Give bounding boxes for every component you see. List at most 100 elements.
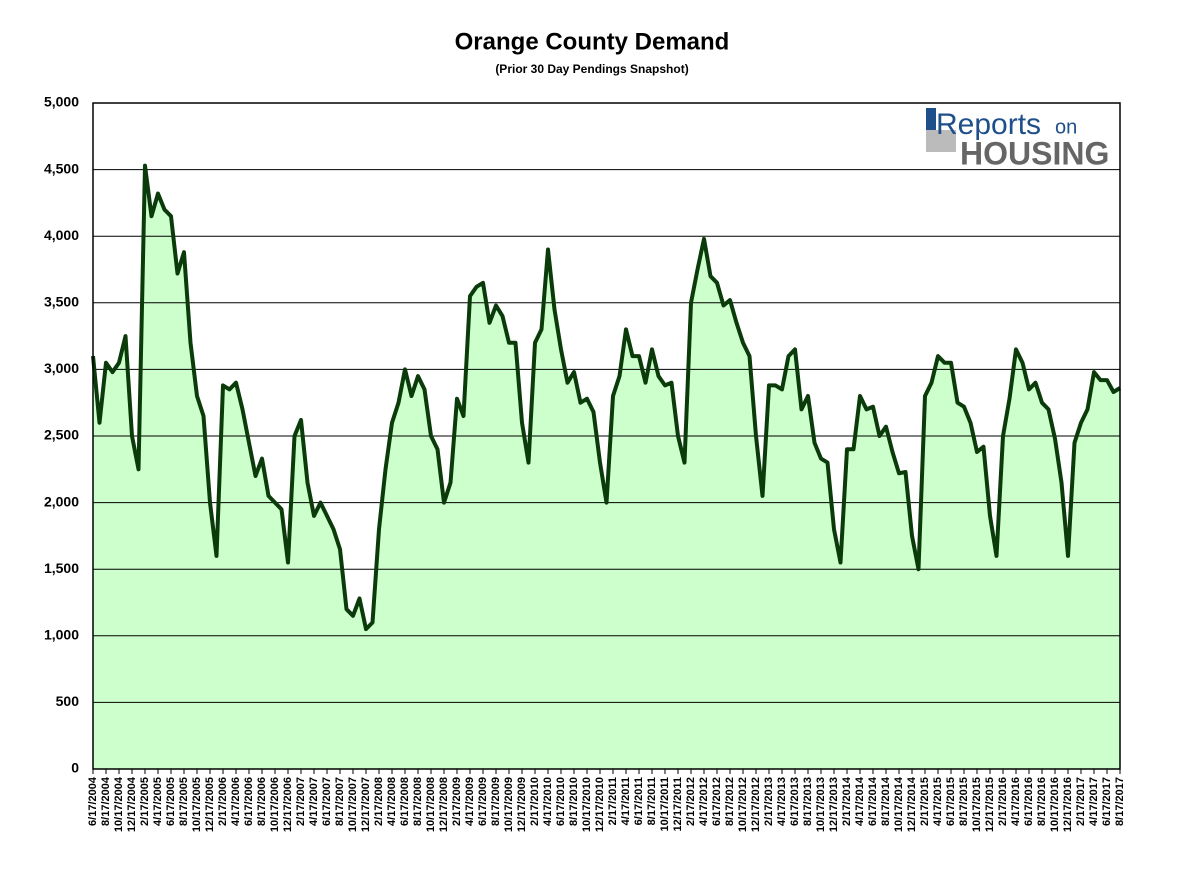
x-tick-label: 10/17/2013 xyxy=(815,777,827,832)
x-tick-label: 12/17/2012 xyxy=(750,777,762,832)
x-tick-label: 8/17/2006 xyxy=(256,777,268,826)
x-tick-label: 10/17/2007 xyxy=(347,777,359,832)
x-tick-label: 6/17/2010 xyxy=(555,777,567,826)
x-tick-label: 2/17/2006 xyxy=(217,777,229,826)
x-tick-label: 8/17/2009 xyxy=(490,777,502,826)
logo-word: Reports xyxy=(936,108,1041,141)
x-tick-label: 6/17/2013 xyxy=(789,777,801,826)
x-tick-label: 10/17/2016 xyxy=(1049,777,1061,832)
x-tick-label: 10/17/2014 xyxy=(893,776,905,832)
x-tick-label: 6/17/2014 xyxy=(867,776,879,826)
x-tick-label: 4/17/2015 xyxy=(932,777,944,826)
x-tick-label: 8/17/2008 xyxy=(412,777,424,826)
logo-word: on xyxy=(1055,116,1077,138)
x-tick-label: 6/17/2012 xyxy=(711,777,723,826)
logo-block xyxy=(926,130,956,152)
y-tick-label: 2,500 xyxy=(44,427,79,443)
x-tick-label: 8/17/2011 xyxy=(646,777,658,825)
x-tick-label: 2/17/2005 xyxy=(139,777,151,826)
x-tick-label: 8/17/2016 xyxy=(1036,777,1048,826)
y-tick-label: 1,000 xyxy=(44,627,79,643)
x-tick-label: 6/17/2005 xyxy=(165,777,177,826)
x-tick-label: 4/17/2013 xyxy=(776,777,788,826)
x-tick-label: 8/17/2005 xyxy=(178,777,190,826)
x-tick-label: 10/17/2011 xyxy=(659,777,671,831)
x-tick-label: 2/17/2010 xyxy=(529,777,541,826)
x-tick-label: 2/17/2016 xyxy=(997,777,1009,826)
x-tick-label: 10/17/2009 xyxy=(503,777,515,832)
plot-area: 0 500 1,000 1,500 2,000 2,500 3,000 3,500 4,000 4… xyxy=(44,94,1126,832)
x-tick-label: 6/17/2008 xyxy=(399,777,411,826)
x-tick-label: 12/17/2004 xyxy=(126,776,138,832)
x-tick-label: 12/17/2006 xyxy=(282,777,294,832)
x-tick-label: 10/17/2008 xyxy=(425,777,437,832)
x-tick-label: 6/17/2006 xyxy=(243,777,255,826)
y-tick-label: 0 xyxy=(71,760,79,776)
x-tick-label: 4/17/2014 xyxy=(854,776,866,826)
x-tick-label: 4/17/2016 xyxy=(1010,777,1022,826)
plot-border xyxy=(92,102,1121,770)
x-tick-label: 12/17/2008 xyxy=(438,777,450,832)
x-tick-label: 12/17/2015 xyxy=(984,777,996,832)
x-tick-label: 10/17/2012 xyxy=(737,777,749,832)
x-tick-label: 6/17/2004 xyxy=(87,776,99,826)
x-tick-label: 8/17/2014 xyxy=(880,776,892,826)
y-tick-label: 4,000 xyxy=(44,227,79,243)
x-tick-label: 2/17/2013 xyxy=(763,777,775,826)
y-tick-label: 3,500 xyxy=(44,294,79,310)
x-tick-label: 10/17/2015 xyxy=(971,777,983,832)
x-tick-label: 2/17/2009 xyxy=(451,777,463,826)
x-tick-label: 8/17/2007 xyxy=(334,777,346,826)
area xyxy=(93,165,1120,770)
x-tick-label: 6/17/2007 xyxy=(321,777,333,826)
x-tick-label: 2/17/2008 xyxy=(373,777,385,826)
x-tick-label: 12/17/2013 xyxy=(828,777,840,832)
line xyxy=(91,163,1122,632)
x-tick-label: 4/17/2007 xyxy=(308,777,320,826)
x-tick-label: 4/17/2017 xyxy=(1088,777,1100,826)
x-tick-label: 6/17/2017 xyxy=(1101,777,1113,826)
x-tick-label: 8/17/2004 xyxy=(100,776,112,826)
x-tick-label: 12/17/2010 xyxy=(594,777,606,832)
x-tick-label: 2/17/2014 xyxy=(841,776,853,826)
x-tick-label: 2/17/2011 xyxy=(607,777,619,825)
x-tick-label: 10/17/2005 xyxy=(191,777,203,832)
x-tick-label: 12/17/2007 xyxy=(360,777,372,832)
x-tick-label: 4/17/2009 xyxy=(464,777,476,826)
x-tick-label: 12/17/2009 xyxy=(516,777,528,832)
x-tick-label: 8/17/2012 xyxy=(724,777,736,826)
y-tick-label: 5,000 xyxy=(44,94,79,110)
x-tick-label: 10/17/2004 xyxy=(113,776,125,832)
x-tick-label: 6/17/2016 xyxy=(1023,777,1035,826)
x-tick-label: 12/17/2014 xyxy=(906,776,918,832)
x-tick-label: 4/17/2006 xyxy=(230,777,242,826)
x-tick-label: 8/17/2015 xyxy=(958,777,970,826)
y-tick-label: 1,500 xyxy=(44,560,79,576)
x-tick-label: 10/17/2010 xyxy=(581,777,593,832)
x-tick-label: 4/17/2005 xyxy=(152,777,164,826)
x-tick-label: 2/17/2012 xyxy=(685,777,697,826)
x-tick-label: 12/17/2005 xyxy=(204,777,216,832)
x-tick-label: 4/17/2008 xyxy=(386,777,398,826)
x-tick-label: 2/17/2015 xyxy=(919,777,931,826)
chart-subtitle: (Prior 30 Day Pendings Snapshot) xyxy=(495,62,688,76)
x-tick-label: 12/17/2016 xyxy=(1062,777,1074,832)
logo: Reports on HOUSING xyxy=(926,108,1109,171)
y-tick-label: 3,000 xyxy=(44,360,79,376)
y-tick-label: 2,000 xyxy=(44,493,79,509)
x-tick-label: 10/17/2006 xyxy=(269,777,281,832)
logo-word: HOUSING xyxy=(960,135,1109,171)
x-tick-label: 8/17/2010 xyxy=(568,777,580,826)
x-tick-label: 8/17/2013 xyxy=(802,777,814,826)
x-tick-label: 8/17/2017 xyxy=(1114,777,1126,826)
y-tick-label: 4,500 xyxy=(44,160,79,176)
x-tick-label: 6/17/2009 xyxy=(477,777,489,826)
x-tick-label: 4/17/2012 xyxy=(698,777,710,826)
x-tick-label: 4/17/2011 xyxy=(620,777,632,825)
x-tick-label: 2/17/2017 xyxy=(1075,777,1087,826)
x-tick-label: 6/17/2015 xyxy=(945,777,957,826)
y-tick-label: 500 xyxy=(56,693,80,709)
x-tick-label: 2/17/2007 xyxy=(295,777,307,826)
x-tick-label: 12/17/2011 xyxy=(672,777,684,831)
